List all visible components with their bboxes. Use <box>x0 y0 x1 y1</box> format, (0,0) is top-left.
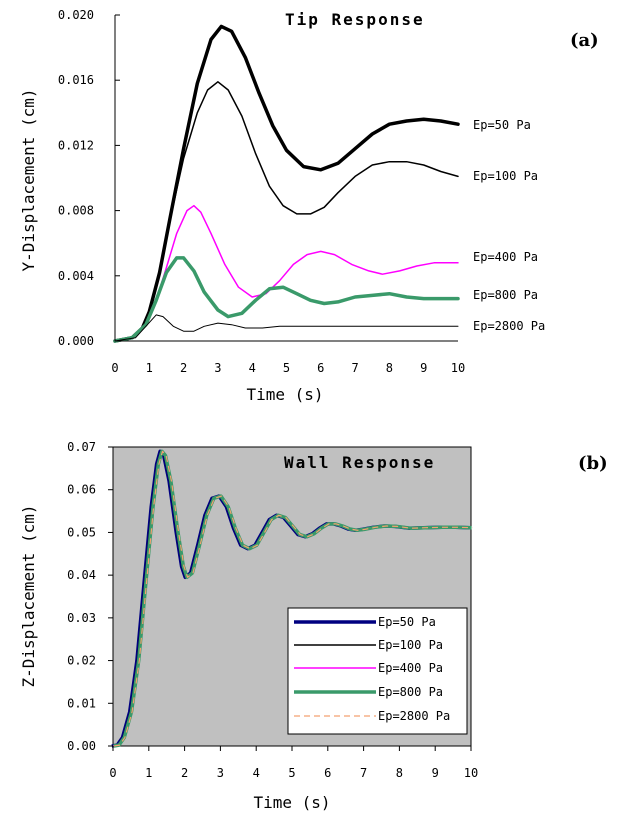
x-tick-label: 9 <box>432 766 439 780</box>
x-tick-label: 0 <box>109 766 116 780</box>
chart-tip-response: 0 1 2 3 4 5 6 7 8 9 10 0.0000.0040.0080.0120.0160.… <box>19 8 599 404</box>
y-tick-label: 0.012 <box>58 138 94 152</box>
y-tick-label: 0.07 <box>67 440 96 454</box>
series-line-0 <box>113 24 460 343</box>
x-tick-label: 7 <box>351 361 358 375</box>
x-tick-label: 3 <box>214 361 221 375</box>
x-tick-label: 6 <box>324 766 331 780</box>
x-tick-label: 2 <box>180 361 187 375</box>
x-tick-label: 3 <box>217 766 224 780</box>
legend-label: Ep=400 Pa <box>378 661 443 675</box>
legend-label: Ep=100 Pa <box>378 638 443 652</box>
y-ticks: 0.00 0.01 0.02 0.03 0.04 0.05 0.06 0.07 <box>67 440 113 753</box>
x-axis-title: Time (s) <box>246 385 323 404</box>
x-tick-label: 5 <box>288 766 295 780</box>
y-tick-label: 0.00 <box>67 739 96 753</box>
series-label: Ep=400 Pa <box>473 250 538 264</box>
chart-title: Wall Response <box>284 453 435 472</box>
x-tick-label: 8 <box>386 361 393 375</box>
legend-label: Ep=2800 Pa <box>378 709 450 723</box>
y-axis-title: Z-Displacement (cm) <box>19 504 38 687</box>
series-group <box>113 24 460 343</box>
x-tick-label: 9 <box>420 361 427 375</box>
legend-label: Ep=800 Pa <box>378 685 443 699</box>
x-axis-title: Time (s) <box>253 793 330 812</box>
y-tick-label: 0.03 <box>67 611 96 625</box>
x-tick-label: 8 <box>396 766 403 780</box>
y-tick-label: 0.06 <box>67 483 96 497</box>
x-tick-label: 5 <box>283 361 290 375</box>
chart-title: Tip Response <box>285 10 425 29</box>
legend-box <box>287 607 468 735</box>
x-tick-label: 2 <box>181 766 188 780</box>
y-axis-title: Y-Displacement (cm) <box>19 88 38 271</box>
y-ticks: 0.000 0.004 0.008 0.012 0.016 0.020 <box>58 8 120 348</box>
y-tick-label: 0.016 <box>58 73 94 87</box>
y-tick-label: 0.008 <box>58 204 94 218</box>
series-line-3 <box>113 256 460 343</box>
series-label: Ep=2800 Pa <box>473 319 545 333</box>
x-tick-label: 1 <box>146 361 153 375</box>
series-line-4 <box>114 314 459 342</box>
series-label: Ep=100 Pa <box>473 169 538 183</box>
panel-label: (a) <box>570 30 599 51</box>
x-tick-label: 10 <box>464 766 478 780</box>
series-label: Ep=50 Pa <box>473 118 531 132</box>
chart-wall-response: 0 1 2 3 4 5 6 7 8 9 10 0.000.010.020.030.040.050.0… <box>19 440 608 812</box>
x-tick-label: 6 <box>317 361 324 375</box>
y-tick-label: 0.01 <box>67 696 96 710</box>
y-tick-label: 0.004 <box>58 269 94 283</box>
x-tick-label: 1 <box>145 766 152 780</box>
series-line-4 <box>114 450 473 747</box>
series-labels: Ep=50 Pa Ep=100 Pa Ep=400 Pa Ep=800 Pa Ep=28… <box>473 118 545 333</box>
x-tick-label: 4 <box>249 361 256 375</box>
y-tick-label: 0.020 <box>58 8 94 22</box>
y-tick-label: 0.02 <box>67 654 96 668</box>
series-group <box>111 449 473 748</box>
x-tick-label: 4 <box>253 766 260 780</box>
legend: Ep=50 Pa Ep=100 Pa Ep=400 Pa Ep=800 Pa Ep=28… <box>287 607 468 735</box>
x-tick-label: 0 <box>111 361 118 375</box>
x-tick-label: 10 <box>451 361 465 375</box>
y-tick-label: 0.000 <box>58 334 94 348</box>
x-ticks: 0 1 2 3 4 5 6 7 8 9 10 <box>109 746 478 780</box>
x-tick-label: 7 <box>360 766 367 780</box>
x-ticks: 0 1 2 3 4 5 6 7 8 9 10 <box>111 361 465 375</box>
series-label: Ep=800 Pa <box>473 288 538 302</box>
y-tick-label: 0.05 <box>67 525 96 539</box>
panel-label: (b) <box>578 453 608 474</box>
series-line-1 <box>114 81 459 342</box>
y-tick-label: 0.04 <box>67 568 96 582</box>
legend-label: Ep=50 Pa <box>378 615 436 629</box>
